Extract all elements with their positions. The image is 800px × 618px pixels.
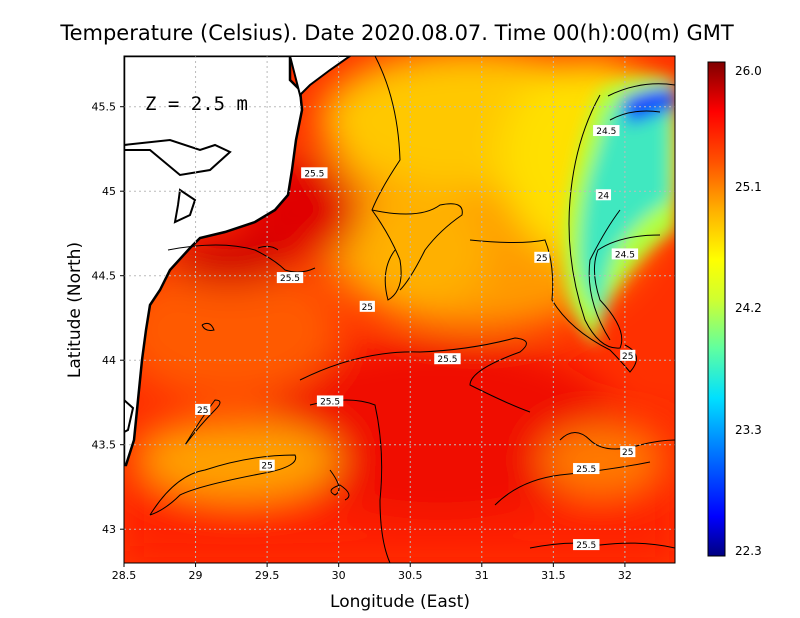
contour-label-text: 25: [197, 406, 208, 416]
y-tick-label: 45: [102, 185, 116, 198]
contour-label-background: [573, 463, 600, 475]
grid-lines: [124, 56, 675, 563]
contour-label-background: [620, 446, 636, 458]
contour-label-text: 24.5: [615, 250, 635, 260]
contour-label: 25: [620, 446, 636, 458]
contour-label-background: [620, 349, 636, 361]
contour-label-text: 25: [622, 448, 633, 458]
x-tick-label: 31.5: [541, 569, 566, 582]
contour-label-background: [595, 189, 612, 201]
x-tick-label: 30: [332, 569, 346, 582]
x-tick-label: 30.5: [398, 569, 423, 582]
contour-label: 25.5: [276, 272, 304, 284]
contour-label: 25: [534, 251, 550, 264]
contour-label: 25: [259, 459, 275, 472]
contour-label: 25.5: [573, 539, 600, 551]
contour-label-text: 25: [622, 352, 633, 362]
contour-label: 24.5: [611, 248, 639, 260]
contour-label-text: 25.5: [320, 397, 340, 407]
contour-label-text: 25.5: [280, 274, 300, 284]
contour-label: 25: [195, 403, 211, 416]
depth-label: Z = 2.5 m: [145, 93, 248, 115]
contour-label-background: [359, 300, 375, 312]
x-axis: 28.5 29 29.5 30 30.5 31 31.5 32: [112, 563, 632, 582]
plot-frame: [123, 55, 676, 564]
contour-label: 25.5: [434, 353, 461, 365]
contour-label-text: 25: [261, 462, 272, 472]
coastline: [124, 56, 352, 467]
contour-label-text: 25.5: [576, 465, 596, 475]
contour-label: 25.5: [573, 463, 600, 475]
y-tick-label: 44: [102, 354, 116, 367]
land-mass: [124, 56, 304, 467]
contour-label: 25: [620, 349, 636, 362]
isotherm-contours: [149, 56, 675, 563]
contour-label-background: [276, 272, 304, 284]
colorbar-label-3: 24.2: [735, 301, 762, 315]
colorbar-label-min: 22.3: [735, 544, 762, 558]
colorbar-label-4: 23.3: [735, 423, 762, 437]
colorbar: 26.0 25.1 24.2 23.3 22.3: [707, 61, 762, 558]
contour-label-background: [593, 125, 620, 137]
x-tick-label: 29.5: [255, 569, 280, 582]
y-tick-label: 44.5: [92, 270, 117, 283]
contour-label: 25: [359, 300, 375, 313]
x-axis-label: Longitude (East): [330, 592, 470, 612]
contour-label: 25.5: [316, 395, 344, 407]
cold-upwelling: [563, 76, 675, 351]
contour-label-text: 24: [598, 191, 610, 201]
y-axis-label: Latitude (North): [65, 242, 85, 378]
contour-label: 24.5: [593, 125, 620, 137]
contour-label-background: [195, 403, 211, 415]
y-tick-label: 43: [102, 523, 116, 536]
contour-label-background: [573, 539, 600, 551]
contour-label-background: [316, 395, 344, 407]
contour-label-text: 24.5: [596, 127, 616, 137]
map-title: Temperature (Celsius). Date 2020.08.07. …: [59, 21, 734, 45]
contour-label: 25.5: [301, 167, 328, 179]
x-tick-label: 32: [618, 569, 632, 582]
colorbar-label-2: 25.1: [735, 180, 762, 194]
x-tick-label: 31: [475, 569, 489, 582]
y-axis: 43 43.5 44 44.5 45 45.5: [92, 101, 124, 536]
colorbar-gradient: [707, 61, 726, 557]
contour-label-background: [259, 459, 275, 471]
x-tick-label: 28.5: [112, 569, 137, 582]
contour-label-background: [301, 167, 328, 179]
y-tick-label: 43.5: [92, 439, 117, 452]
contour-labels: 24.5 24 24.5 25 25.5 25.5 25 25.5 25 25 25.5 25 25 25…: [195, 125, 639, 551]
contour-label-text: 25: [362, 303, 373, 313]
x-tick-label: 29: [189, 569, 203, 582]
contour-label-text: 25.5: [437, 355, 457, 365]
contour-label-background: [611, 248, 639, 260]
contour-label-text: 25.5: [304, 169, 324, 179]
contour-label-text: 25.5: [576, 541, 596, 551]
contour-label-background: [534, 251, 550, 263]
colorbar-label-max: 26.0: [735, 64, 762, 78]
y-tick-label: 45.5: [92, 101, 117, 114]
contour-label-background: [434, 353, 461, 365]
contour-label-text: 25: [536, 254, 547, 264]
plot-area: 24.5 24 24.5 25 25.5 25.5 25 25.5 25 25 25.5 25 25 25…: [124, 56, 675, 563]
contour-label: 24: [595, 189, 612, 201]
